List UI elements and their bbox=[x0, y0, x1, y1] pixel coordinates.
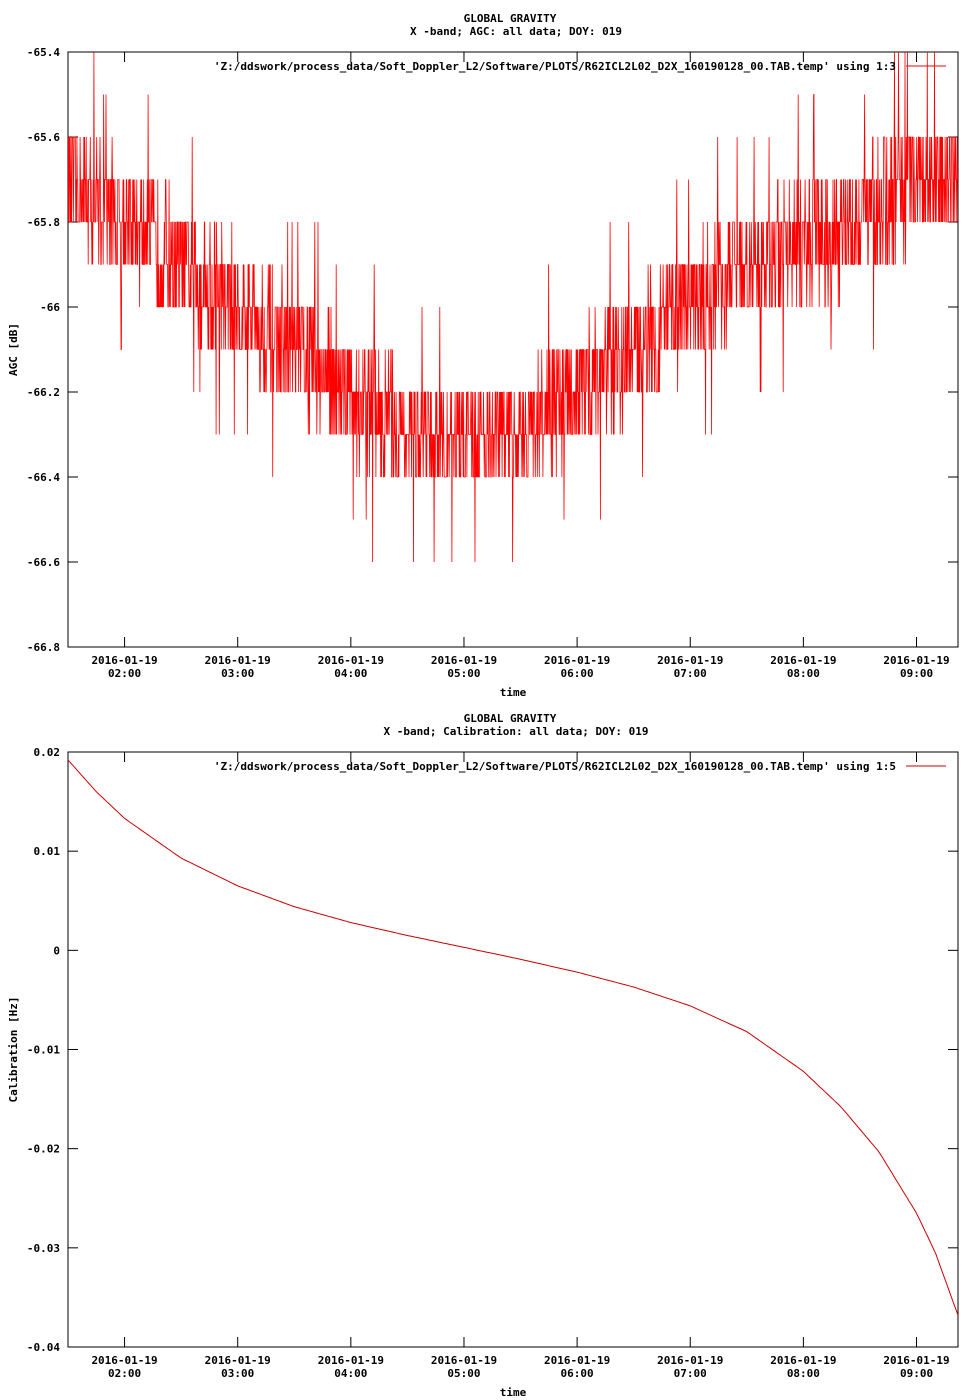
x-tick-label-time: 02:00 bbox=[108, 667, 141, 680]
x-tick-label-date: 2016-01-19 bbox=[318, 1354, 384, 1367]
x-tick-label-date: 2016-01-19 bbox=[657, 654, 723, 667]
x-tick-label-time: 04:00 bbox=[334, 667, 367, 680]
x-tick-label-date: 2016-01-19 bbox=[544, 654, 610, 667]
y-tick-label: -66.2 bbox=[27, 386, 60, 399]
x-tick-label-date: 2016-01-19 bbox=[91, 654, 157, 667]
x-tick-label-date: 2016-01-19 bbox=[431, 1354, 497, 1367]
series-line bbox=[68, 759, 958, 1316]
x-tick-label-time: 03:00 bbox=[221, 667, 254, 680]
x-tick-label-date: 2016-01-19 bbox=[91, 1354, 157, 1367]
y-tick-label: -65.6 bbox=[27, 131, 60, 144]
chart-subtitle: X -band; AGC: all data; DOY: 019 bbox=[410, 25, 622, 38]
x-tick-label-date: 2016-01-19 bbox=[883, 654, 949, 667]
x-tick-label-date: 2016-01-19 bbox=[544, 1354, 610, 1367]
y-tick-label: 0.01 bbox=[34, 845, 61, 858]
x-tick-label-date: 2016-01-19 bbox=[770, 654, 836, 667]
y-tick-label: -0.04 bbox=[27, 1341, 60, 1354]
plot-frame bbox=[67, 51, 959, 648]
chart-title: GLOBAL GRAVITY bbox=[464, 12, 557, 25]
y-tick-label: -66 bbox=[40, 301, 60, 314]
x-tick-label-date: 2016-01-19 bbox=[770, 1354, 836, 1367]
chart-title: GLOBAL GRAVITY bbox=[464, 712, 557, 725]
chart-subtitle: X -band; Calibration: all data; DOY: 019 bbox=[384, 725, 649, 738]
legend-label: 'Z:/ddswork/process_data/Soft_Doppler_L2… bbox=[214, 760, 896, 773]
y-tick-label: -66.8 bbox=[27, 641, 60, 654]
x-tick-label-time: 05:00 bbox=[447, 1367, 480, 1380]
x-tick-label-date: 2016-01-19 bbox=[657, 1354, 723, 1367]
x-tick-label-time: 06:00 bbox=[561, 1367, 594, 1380]
y-axis-label: AGC [dB] bbox=[7, 323, 20, 376]
x-tick-label-time: 08:00 bbox=[787, 667, 820, 680]
y-tick-label: -0.02 bbox=[27, 1143, 60, 1156]
y-tick-label: 0.02 bbox=[34, 746, 61, 759]
y-tick-label: -65.4 bbox=[27, 46, 60, 59]
y-tick-label: 0 bbox=[53, 944, 60, 957]
x-tick-label-time: 07:00 bbox=[674, 667, 707, 680]
x-tick-label-date: 2016-01-19 bbox=[431, 654, 497, 667]
x-axis-label: time bbox=[500, 686, 527, 699]
x-tick-label-time: 09:00 bbox=[900, 1367, 933, 1380]
plot-frame bbox=[67, 751, 959, 1348]
y-tick-label: -66.4 bbox=[27, 471, 60, 484]
legend-label: 'Z:/ddswork/process_data/Soft_Doppler_L2… bbox=[214, 60, 896, 73]
y-tick-label: -0.03 bbox=[27, 1242, 60, 1255]
x-tick-label-time: 06:00 bbox=[561, 667, 594, 680]
x-tick-label-time: 09:00 bbox=[900, 667, 933, 680]
y-tick-label: -0.01 bbox=[27, 1044, 60, 1057]
y-tick-label: -65.8 bbox=[27, 216, 60, 229]
y-axis-label: Calibration [Hz] bbox=[7, 997, 20, 1103]
x-tick-label-date: 2016-01-19 bbox=[205, 1354, 271, 1367]
x-tick-label-time: 04:00 bbox=[334, 1367, 367, 1380]
x-tick-label-time: 08:00 bbox=[787, 1367, 820, 1380]
x-tick-label-time: 03:00 bbox=[221, 1367, 254, 1380]
x-axis-label: time bbox=[500, 1386, 527, 1399]
x-tick-label-date: 2016-01-19 bbox=[883, 1354, 949, 1367]
x-tick-label-date: 2016-01-19 bbox=[318, 654, 384, 667]
x-tick-label-time: 05:00 bbox=[447, 667, 480, 680]
x-tick-label-time: 07:00 bbox=[674, 1367, 707, 1380]
x-tick-label-date: 2016-01-19 bbox=[205, 654, 271, 667]
x-tick-label-time: 02:00 bbox=[108, 1367, 141, 1380]
series-line bbox=[68, 52, 958, 563]
y-tick-label: -66.6 bbox=[27, 556, 60, 569]
